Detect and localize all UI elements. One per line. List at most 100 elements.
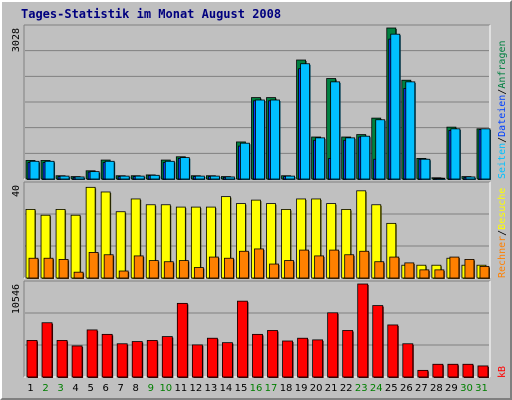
bar-rechner-23: [359, 250, 370, 279]
bar-kb-30: [462, 363, 474, 378]
bar-seiten-27: [420, 158, 431, 180]
x-tick-label: 19: [295, 383, 308, 394]
bar-seiten-28: [435, 177, 446, 180]
x-tick-label: 17: [265, 383, 278, 394]
bar-rechner-20: [314, 255, 325, 279]
bar-seiten-4: [74, 176, 85, 180]
bar-kb-7: [116, 343, 128, 378]
bar-kb-12: [191, 344, 203, 378]
bar-rechner-9: [148, 260, 159, 279]
bar-rechner-11: [178, 260, 189, 279]
x-tick-label: 26: [400, 383, 413, 394]
bar-seiten-31: [480, 128, 491, 180]
x-tick-label: 24: [370, 383, 383, 394]
bar-seiten-21: [330, 81, 341, 180]
legend-kb-part: kB: [497, 366, 508, 378]
bar-kb-28: [432, 363, 444, 378]
bar-seiten-2: [44, 160, 55, 180]
x-tick-label: 23: [355, 383, 368, 394]
legend-visits-sites-part: Besuche: [497, 188, 508, 230]
bar-kb-22: [342, 330, 354, 378]
bar-seiten-20: [315, 137, 326, 180]
bar-seiten-24: [375, 119, 386, 180]
bar-rechner-15: [239, 250, 249, 279]
x-tick-label: 18: [280, 383, 293, 394]
x-tick-label: 4: [72, 383, 78, 394]
bar-seiten-17: [270, 99, 280, 180]
legend-hits-files-pages-part: /: [497, 89, 508, 95]
bar-kb-1: [26, 340, 38, 378]
bar-rechner-6: [103, 254, 114, 279]
bar-seiten-15: [240, 142, 250, 180]
bar-rechner-8: [133, 255, 144, 279]
bar-seiten-5: [89, 171, 100, 180]
bar-rechner-7: [118, 270, 129, 279]
bar-kb-14: [222, 342, 233, 378]
bar-seiten-19: [300, 63, 310, 180]
bar-rechner-30: [464, 258, 475, 279]
bar-kb-9: [146, 340, 158, 378]
ymax-label-visits-sites: 40: [11, 185, 22, 197]
bar-seiten-9: [149, 174, 160, 180]
x-tick-label: 9: [148, 383, 154, 394]
x-tick-label: 28: [430, 383, 443, 394]
bar-kb-2: [41, 322, 53, 378]
ymax-label-hits-files-pages: 3028: [11, 28, 22, 52]
legend-hits-files-pages: Seiten/Dateien/Anfragen: [497, 40, 508, 179]
legend-hits-files-pages-part: Dateien: [497, 95, 508, 137]
bar-rechner-10: [163, 261, 174, 279]
bar-rechner-31: [479, 265, 490, 279]
bar-seiten-22: [345, 137, 356, 180]
bar-rechner-3: [58, 258, 69, 279]
bar-kb-23: [357, 283, 369, 378]
x-tick-label: 13: [205, 383, 218, 394]
x-tick-label: 29: [445, 383, 458, 394]
chart-title: Tages-Statistik im Monat August 2008: [21, 7, 282, 21]
bar-rechner-28: [434, 269, 445, 279]
bar-kb-21: [327, 312, 339, 378]
bar-rechner-17: [269, 263, 279, 279]
bar-rechner-13: [208, 256, 219, 279]
bar-kb-6: [101, 333, 113, 378]
bar-kb-5: [86, 329, 98, 378]
bar-kb-4: [71, 345, 83, 378]
x-tick-label: 5: [87, 383, 93, 394]
bar-seiten-30: [465, 176, 476, 180]
bar-seiten-16: [255, 99, 265, 180]
bar-kb-8: [131, 341, 143, 378]
bar-seiten-29: [450, 128, 461, 180]
bar-kb-10: [161, 336, 173, 378]
bar-rechner-4: [73, 271, 84, 279]
bar-rechner-16: [254, 248, 264, 279]
x-tick-label: 15: [235, 383, 248, 394]
bar-kb-11: [176, 302, 188, 378]
bar-seiten-26: [405, 81, 416, 180]
bar-kb-13: [206, 337, 218, 378]
bar-rechner-5: [88, 252, 99, 279]
x-tick-label: 10: [159, 383, 172, 394]
legend-hits-files-pages-part: /: [497, 137, 508, 143]
bar-rechner-21: [329, 249, 340, 279]
bar-kb-15: [237, 300, 248, 378]
bar-seiten-7: [119, 175, 130, 180]
bar-kb-16: [252, 333, 263, 378]
x-tick-label: 6: [102, 383, 108, 394]
bar-kb-18: [282, 340, 293, 378]
bar-besuche-4: [70, 214, 81, 279]
x-tick-label: 16: [250, 383, 263, 394]
bar-rechner-14: [224, 257, 234, 279]
x-tick-label: 12: [190, 383, 203, 394]
bar-kb-26: [402, 343, 414, 378]
bar-rechner-24: [374, 261, 385, 279]
bar-kb-19: [297, 337, 308, 378]
legend-hits-files-pages-part: Anfragen: [497, 40, 508, 88]
legend-visits-sites-part: Rechner: [497, 236, 508, 278]
legend-visits-sites-part: /: [497, 230, 508, 236]
bar-seiten-23: [360, 135, 371, 180]
legend-kb: kB: [497, 366, 508, 378]
x-tick-label: 8: [133, 383, 139, 394]
bar-seiten-1: [29, 160, 40, 180]
bar-seiten-11: [179, 157, 190, 180]
x-tick-label: 22: [340, 383, 353, 394]
bar-seiten-8: [134, 175, 145, 180]
